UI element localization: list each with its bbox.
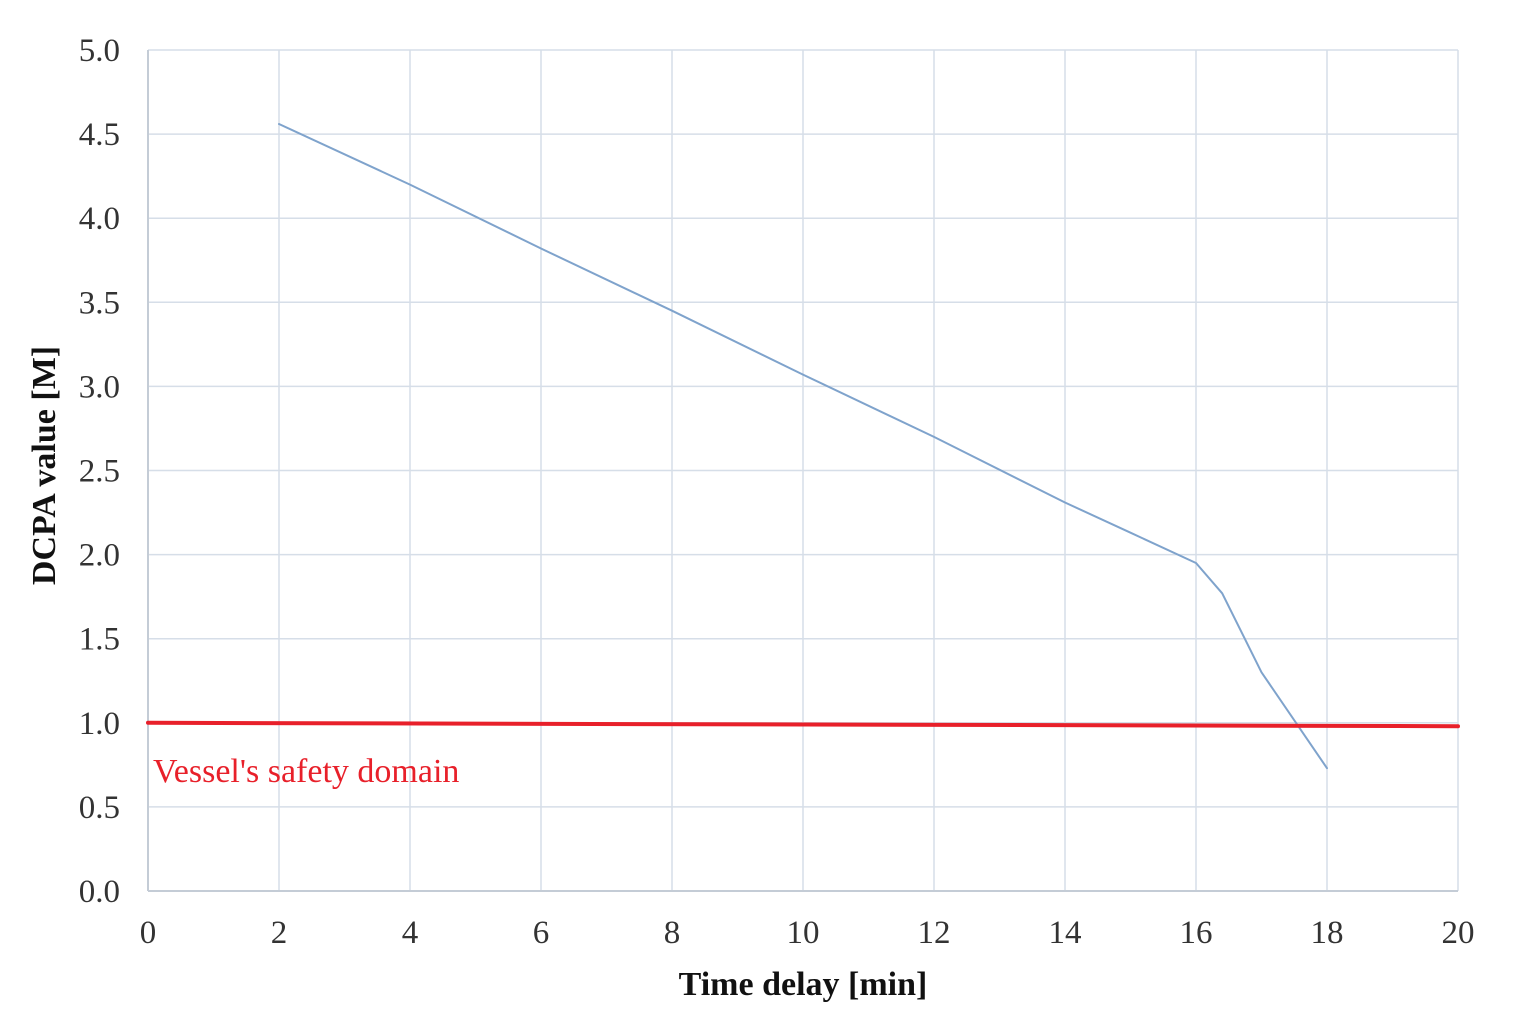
x-tick-label: 4 — [402, 915, 419, 951]
y-tick-label: 0.5 — [79, 790, 120, 826]
x-tick-label: 14 — [1049, 915, 1082, 951]
series — [146, 123, 1460, 770]
y-tick-label: 1.0 — [79, 706, 120, 742]
y-axis-title: DCPA value [M] — [26, 346, 63, 585]
y-tick-label: 5.0 — [79, 33, 120, 69]
y-tick-label: 1.5 — [79, 622, 120, 658]
axes — [147, 50, 1458, 892]
x-tick-label: 0 — [140, 915, 157, 951]
x-tick-label: 20 — [1442, 915, 1475, 951]
x-tick-label: 18 — [1311, 915, 1344, 951]
x-tick-label: 16 — [1180, 915, 1213, 951]
y-tick-label: 0.0 — [79, 874, 120, 910]
x-tick-label: 12 — [918, 915, 951, 951]
x-tick-label: 2 — [271, 915, 288, 951]
safety-domain-label: Vessel's safety domain — [153, 753, 459, 790]
y-tick-label: 4.0 — [79, 201, 120, 237]
y-tick-label: 3.5 — [79, 285, 120, 321]
y-tick-label: 4.5 — [79, 117, 120, 153]
x-tick-label: 10 — [787, 915, 820, 951]
y-tick-label: 3.0 — [79, 369, 120, 405]
safety-domain-line — [146, 720, 1460, 729]
x-axis-title: Time delay [min] — [679, 966, 928, 1003]
y-tick-label: 2.5 — [79, 454, 120, 490]
dcpa-series-line — [278, 123, 1328, 770]
y-tick-label: 2.0 — [79, 538, 120, 574]
labels: 0 2 4 6 8 10 12 14 16 18 20 0.0 0.5 1.0 1.5 2.0 2.5 3.0 3.… — [26, 33, 1475, 1003]
x-tick-label: 8 — [664, 915, 681, 951]
x-tick-label: 6 — [533, 915, 550, 951]
